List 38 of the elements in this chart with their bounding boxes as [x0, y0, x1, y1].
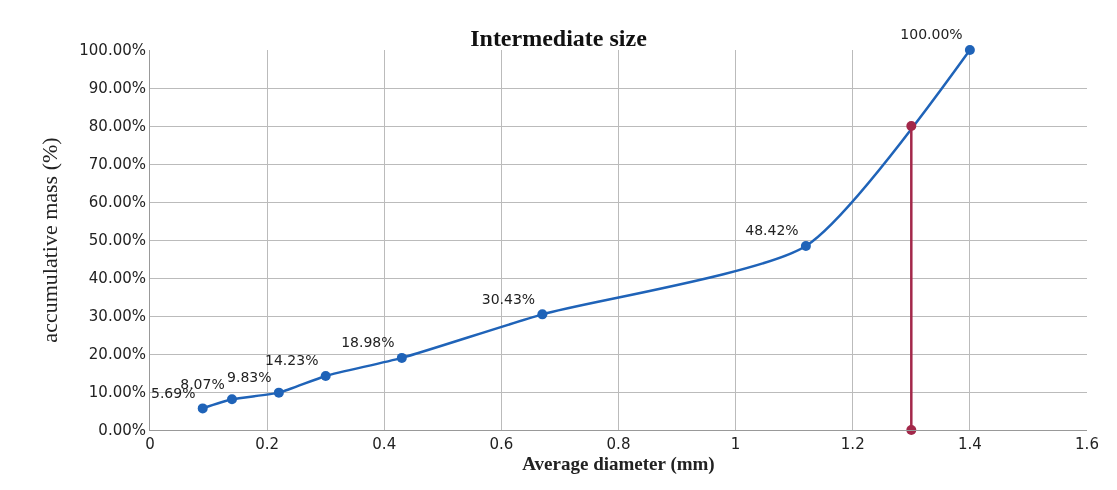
- data-label: 18.98%: [341, 334, 395, 351]
- x-tick-label: 1: [730, 435, 741, 453]
- data-label: 30.43%: [481, 290, 536, 307]
- y-tick-label: 70.00%: [88, 155, 146, 174]
- x-tick-label: 1.6: [1075, 435, 1099, 453]
- y-tick-label: 40.00%: [88, 269, 146, 288]
- y-tick-label: 30.00%: [88, 307, 146, 326]
- point: [273, 387, 284, 398]
- x-axis-title: Average diameter (mm): [522, 453, 715, 475]
- x-tick-label: 0.4: [372, 435, 397, 453]
- point: [964, 45, 975, 55]
- data-label: 14.23%: [265, 352, 319, 369]
- point: [800, 241, 811, 251]
- data-label: 48.42%: [745, 222, 799, 239]
- x-tick-label: 1.2: [840, 435, 865, 453]
- point: [197, 403, 208, 414]
- y-tick-label: 90.00%: [88, 79, 146, 98]
- data-label: 100.00%: [900, 26, 963, 43]
- y-tick-label: 0.00%: [98, 421, 146, 440]
- y-tick-label: 80.00%: [88, 117, 146, 136]
- data-label: 9.83%: [227, 368, 272, 385]
- x-tick-label: 1.4: [957, 435, 982, 453]
- x-tick-label: 0.6: [489, 435, 514, 453]
- y-tick-label: 20.00%: [88, 345, 146, 364]
- y-tick-label: 50.00%: [88, 231, 146, 250]
- x-tick-label: 0.8: [606, 435, 631, 453]
- y-tick-label: 100.00%: [79, 41, 146, 60]
- y-tick-label: 60.00%: [88, 193, 146, 212]
- point: [906, 121, 917, 131]
- point: [396, 352, 407, 363]
- chart-title: Intermediate size: [470, 25, 648, 52]
- y-axis-title: accumulative mass (%): [37, 137, 63, 343]
- x-tick-label: 0.2: [255, 435, 280, 453]
- y-tick-label: 10.00%: [88, 383, 146, 402]
- point: [320, 370, 331, 381]
- point: [537, 309, 548, 320]
- x-tick-label: 0: [145, 435, 155, 453]
- point: [226, 394, 237, 405]
